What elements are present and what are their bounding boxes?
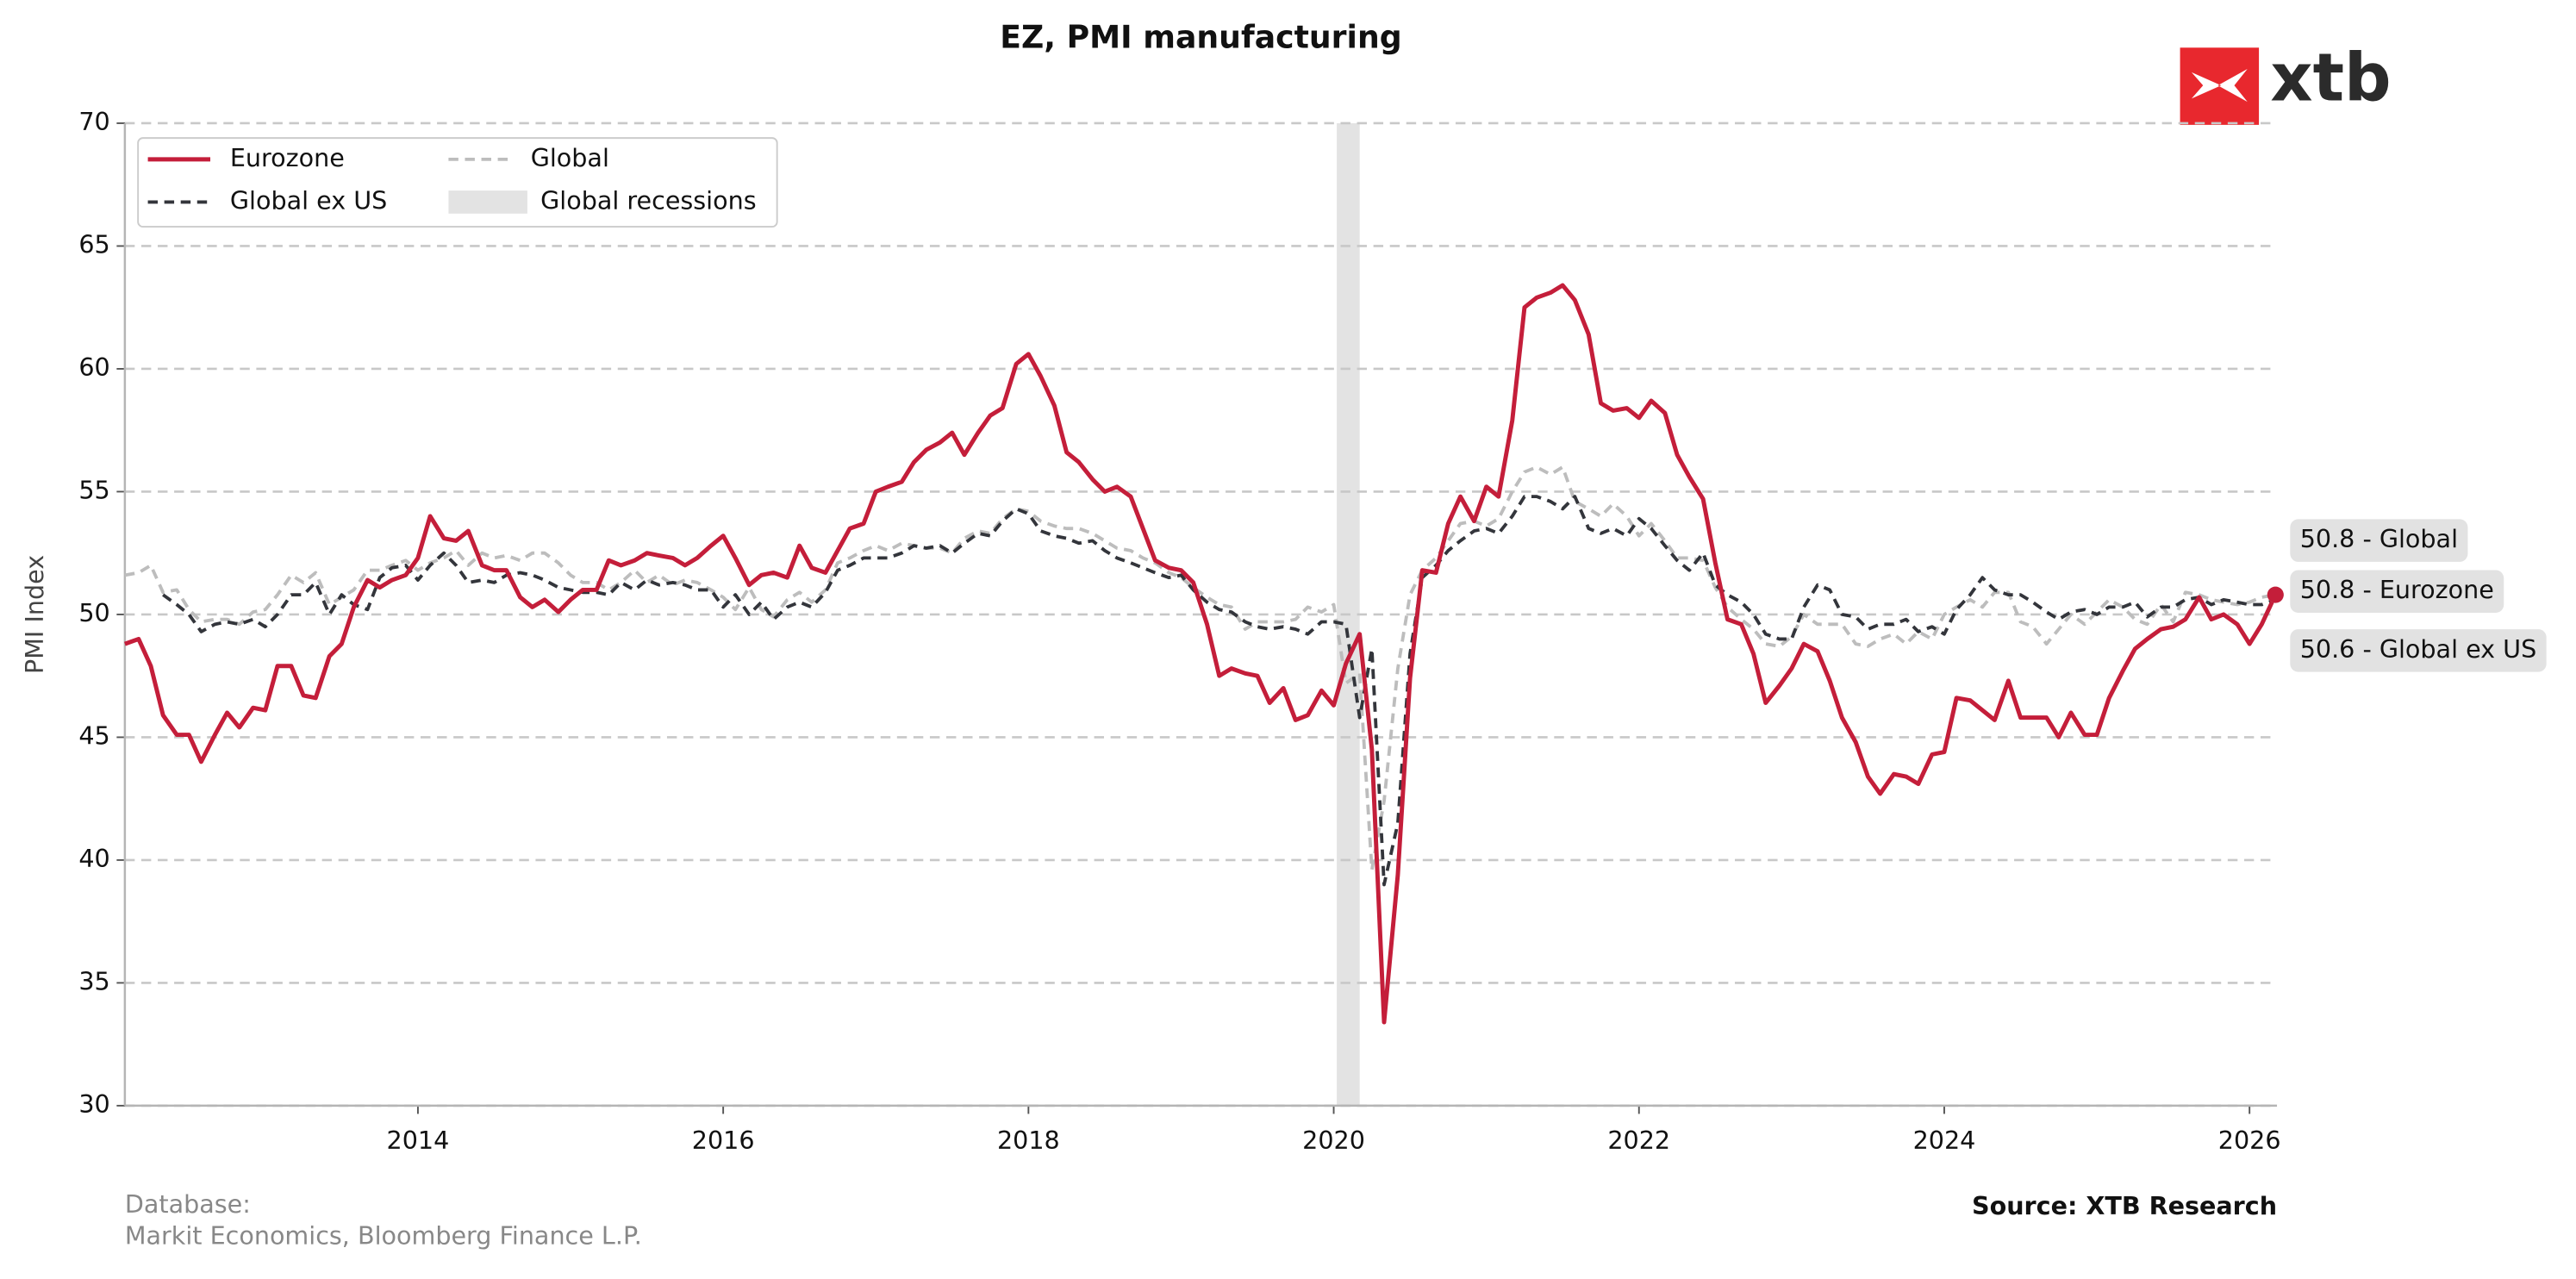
chart-title: EZ, PMI manufacturing — [1000, 19, 1401, 56]
y-tick-label: 30 — [78, 1089, 109, 1119]
series-line — [124, 465, 2276, 872]
logo: xtb — [2180, 39, 2392, 125]
legend-swatch — [448, 190, 527, 214]
y-tick-label: 65 — [78, 229, 109, 259]
end-marker — [2267, 586, 2284, 603]
end-label: 50.8 - Global — [2300, 524, 2458, 553]
y-tick-label: 70 — [78, 107, 109, 136]
legend: Eurozone Global ex US Global Global recessi… — [137, 137, 778, 228]
end-label-box — [2290, 519, 2468, 562]
source: Source: XTB Research — [1972, 1191, 2277, 1220]
y-axis-label: PMI Index — [20, 555, 49, 674]
y-tick-label: 55 — [78, 475, 109, 504]
footnote-title: Database: — [125, 1189, 251, 1219]
end-label: 50.6 - Global ex US — [2300, 634, 2537, 664]
legend-label: Global ex US — [230, 185, 387, 215]
x-tick-label: 2014 — [387, 1126, 450, 1155]
x-tick-label: 2022 — [1607, 1126, 1670, 1155]
x-tick-label: 2018 — [997, 1126, 1060, 1155]
x-tick-label: 2026 — [2218, 1126, 2281, 1155]
x-tick-label: 2016 — [692, 1126, 755, 1155]
legend-label: Global recessions — [540, 185, 756, 215]
x-tick-label: 2024 — [1913, 1126, 1976, 1155]
logo-glyph — [2191, 69, 2248, 103]
y-tick-label: 45 — [78, 721, 109, 750]
logo-text: xtb — [2270, 39, 2391, 115]
legend-label: Eurozone — [230, 143, 345, 172]
y-tick-label: 35 — [78, 966, 109, 995]
y-tick-label: 40 — [78, 844, 109, 873]
series-line — [162, 495, 2276, 887]
series-line — [124, 283, 2278, 1025]
x-tick-label: 2020 — [1302, 1126, 1365, 1155]
y-tick-label: 60 — [78, 353, 109, 382]
y-tick-label: 50 — [78, 598, 109, 627]
end-label-box — [2290, 629, 2547, 672]
legend-frame — [137, 137, 778, 228]
legend-label: Global — [531, 143, 609, 172]
end-label: 50.8 - Eurozone — [2300, 575, 2494, 604]
end-label-box — [2290, 570, 2504, 614]
footnote: Markit Economics, Bloomberg Finance L.P. — [125, 1220, 642, 1250]
